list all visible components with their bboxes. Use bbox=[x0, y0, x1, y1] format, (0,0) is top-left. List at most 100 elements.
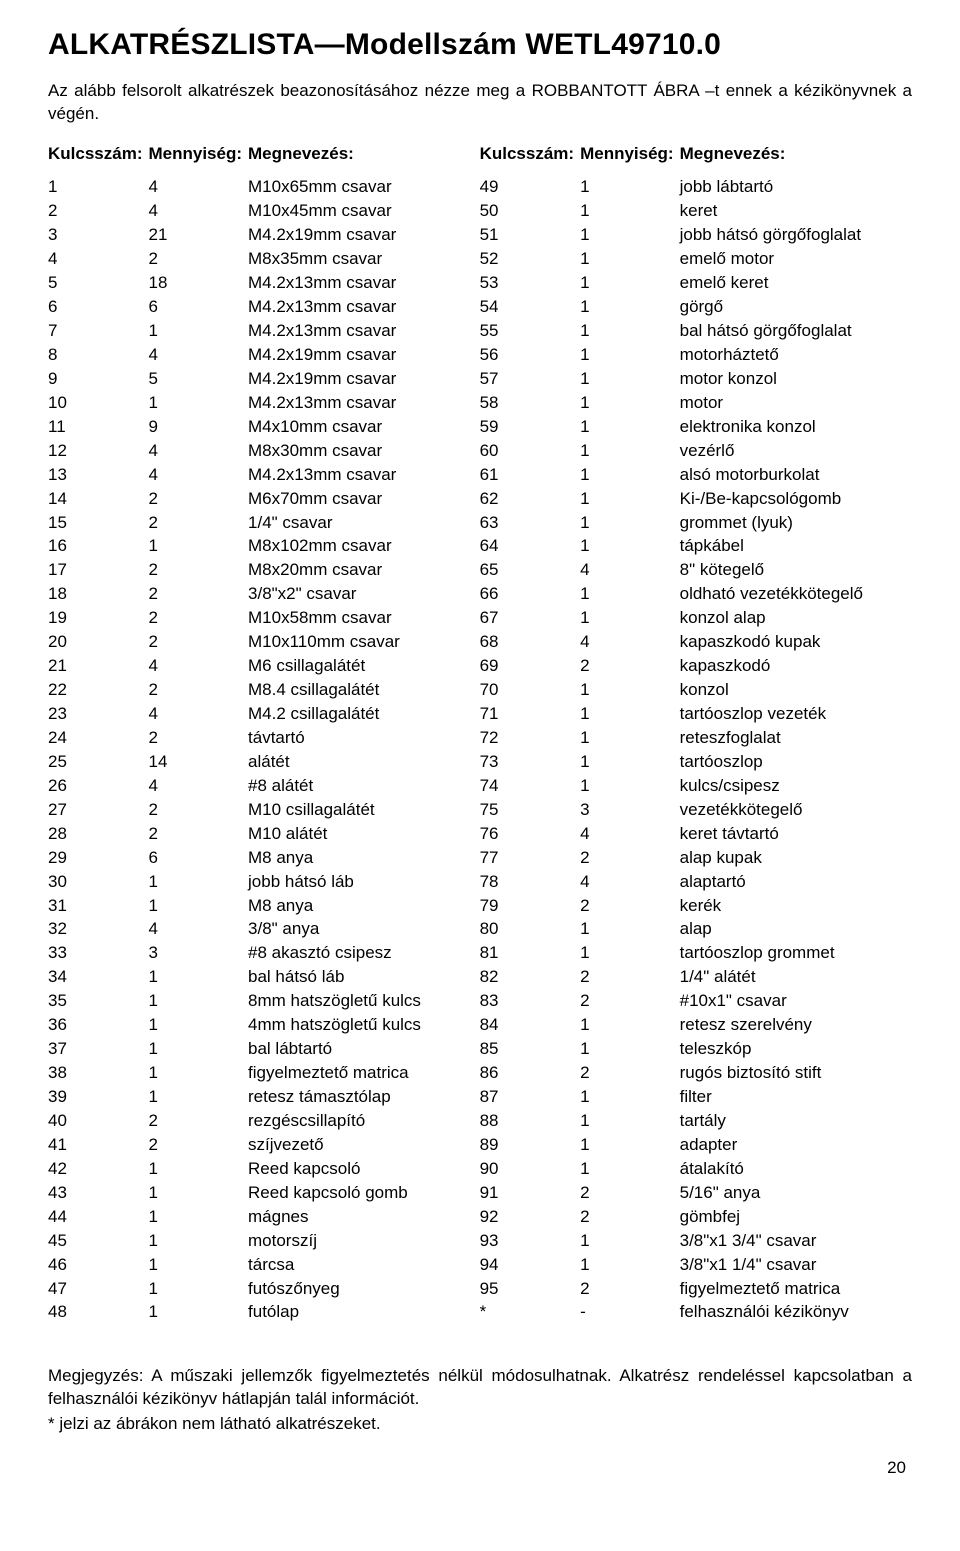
cell-key: 46 bbox=[48, 1253, 148, 1277]
cell-key: 5 bbox=[48, 272, 148, 296]
cell-key: 43 bbox=[48, 1181, 148, 1205]
table-row: 701konzol bbox=[480, 679, 912, 703]
cell-qty: 2 bbox=[148, 511, 248, 535]
cell-qty: 2 bbox=[148, 559, 248, 583]
table-row: 611alsó motorburkolat bbox=[480, 463, 912, 487]
table-row: 242távtartó bbox=[48, 726, 472, 750]
cell-qty: 6 bbox=[148, 846, 248, 870]
table-row: 134M4.2x13mm csavar bbox=[48, 463, 472, 487]
table-row: 1521/4" csavar bbox=[48, 511, 472, 535]
cell-key: 16 bbox=[48, 535, 148, 559]
cell-key: 87 bbox=[480, 1086, 580, 1110]
cell-key: 57 bbox=[480, 367, 580, 391]
cell-qty: 2 bbox=[148, 607, 248, 631]
table-row: 412szíjvezető bbox=[48, 1133, 472, 1157]
cell-name: M8x20mm csavar bbox=[248, 559, 472, 583]
page-title: ALKATRÉSZLISTA—Modellszám WETL49710.0 bbox=[48, 28, 912, 62]
cell-key: 54 bbox=[480, 296, 580, 320]
cell-name: mágnes bbox=[248, 1205, 472, 1229]
cell-name: alsó motorburkolat bbox=[680, 463, 912, 487]
cell-qty: 1 bbox=[580, 1229, 680, 1253]
cell-key: 39 bbox=[48, 1086, 148, 1110]
cell-key: 10 bbox=[48, 391, 148, 415]
cell-name: vezetékkötegelő bbox=[680, 798, 912, 822]
cell-qty: 2 bbox=[580, 1277, 680, 1301]
table-row: 431Reed kapcsoló gomb bbox=[48, 1181, 472, 1205]
cell-name: futószőnyeg bbox=[248, 1277, 472, 1301]
cell-name: távtartó bbox=[248, 726, 472, 750]
cell-qty: 4 bbox=[148, 774, 248, 798]
cell-key: 21 bbox=[48, 655, 148, 679]
cell-key: 29 bbox=[48, 846, 148, 870]
header-qty: Mennyiség: bbox=[580, 144, 680, 176]
cell-key: 74 bbox=[480, 774, 580, 798]
cell-qty: 1 bbox=[580, 774, 680, 798]
table-row: 471futószőnyeg bbox=[48, 1277, 472, 1301]
cell-key: 42 bbox=[48, 1157, 148, 1181]
table-row: 42M8x35mm csavar bbox=[48, 248, 472, 272]
cell-name: jobb hátsó láb bbox=[248, 870, 472, 894]
cell-qty: 4 bbox=[580, 631, 680, 655]
cell-qty: 3 bbox=[580, 798, 680, 822]
table-row: 784alaptartó bbox=[480, 870, 912, 894]
cell-name: keret távtartó bbox=[680, 822, 912, 846]
cell-name: 1/4" alátét bbox=[680, 966, 912, 990]
cell-name: adapter bbox=[680, 1133, 912, 1157]
cell-key: 1 bbox=[48, 176, 148, 200]
cell-key: 95 bbox=[480, 1277, 580, 1301]
cell-name: M8x102mm csavar bbox=[248, 535, 472, 559]
cell-key: 28 bbox=[48, 822, 148, 846]
table-row: 862rugós biztosító stift bbox=[480, 1062, 912, 1086]
cell-key: 27 bbox=[48, 798, 148, 822]
table-row: 511jobb hátsó görgőfoglalat bbox=[480, 224, 912, 248]
cell-name: motorszíj bbox=[248, 1229, 472, 1253]
cell-name: figyelmeztető matrica bbox=[680, 1277, 912, 1301]
cell-name: M4.2x13mm csavar bbox=[248, 320, 472, 344]
cell-key: 86 bbox=[480, 1062, 580, 1086]
cell-name: M4.2x13mm csavar bbox=[248, 296, 472, 320]
header-key: Kulcsszám: bbox=[48, 144, 148, 176]
cell-qty: 1 bbox=[580, 439, 680, 463]
cell-qty: 1 bbox=[580, 750, 680, 774]
cell-key: 79 bbox=[480, 894, 580, 918]
cell-name: jobb hátsó görgőfoglalat bbox=[680, 224, 912, 248]
cell-key: 65 bbox=[480, 559, 580, 583]
cell-name: Reed kapcsoló bbox=[248, 1157, 472, 1181]
cell-name: 3/8"x1 1/4" csavar bbox=[680, 1253, 912, 1277]
cell-qty: 4 bbox=[148, 918, 248, 942]
table-row: 571motor konzol bbox=[480, 367, 912, 391]
header-name: Megnevezés: bbox=[680, 144, 912, 176]
cell-key: 61 bbox=[480, 463, 580, 487]
table-row: 491jobb lábtartó bbox=[480, 176, 912, 200]
table-row: 142M6x70mm csavar bbox=[48, 487, 472, 511]
cell-key: 88 bbox=[480, 1109, 580, 1133]
cell-name: konzol alap bbox=[680, 607, 912, 631]
cell-qty: 4 bbox=[148, 439, 248, 463]
table-row: 631grommet (lyuk) bbox=[480, 511, 912, 535]
cell-name: motorháztető bbox=[680, 343, 912, 367]
table-row: 3518mm hatszögletű kulcs bbox=[48, 990, 472, 1014]
table-row: 441mágnes bbox=[48, 1205, 472, 1229]
table-row: 811tartóoszlop grommet bbox=[480, 942, 912, 966]
cell-qty: 2 bbox=[580, 846, 680, 870]
table-row: 451motorszíj bbox=[48, 1229, 472, 1253]
cell-qty: 2 bbox=[148, 726, 248, 750]
cell-qty: 2 bbox=[148, 583, 248, 607]
cell-key: 91 bbox=[480, 1181, 580, 1205]
table-row: 214M6 csillagalátét bbox=[48, 655, 472, 679]
cell-name: 4mm hatszögletű kulcs bbox=[248, 1014, 472, 1038]
cell-name: tartóoszlop vezeték bbox=[680, 703, 912, 727]
cell-key: 59 bbox=[480, 415, 580, 439]
cell-name: elektronika konzol bbox=[680, 415, 912, 439]
cell-key: 55 bbox=[480, 320, 580, 344]
footer-note: Megjegyzés: A műszaki jellemzők figyelme… bbox=[48, 1365, 912, 1411]
cell-key: 64 bbox=[480, 535, 580, 559]
table-row: 952figyelmeztető matrica bbox=[480, 1277, 912, 1301]
table-row: 891adapter bbox=[480, 1133, 912, 1157]
cell-qty: 1 bbox=[148, 1205, 248, 1229]
cell-key: 25 bbox=[48, 750, 148, 774]
cell-name: 5/16" anya bbox=[680, 1181, 912, 1205]
cell-name: 8mm hatszögletű kulcs bbox=[248, 990, 472, 1014]
cell-key: 9 bbox=[48, 367, 148, 391]
cell-key: 50 bbox=[480, 200, 580, 224]
